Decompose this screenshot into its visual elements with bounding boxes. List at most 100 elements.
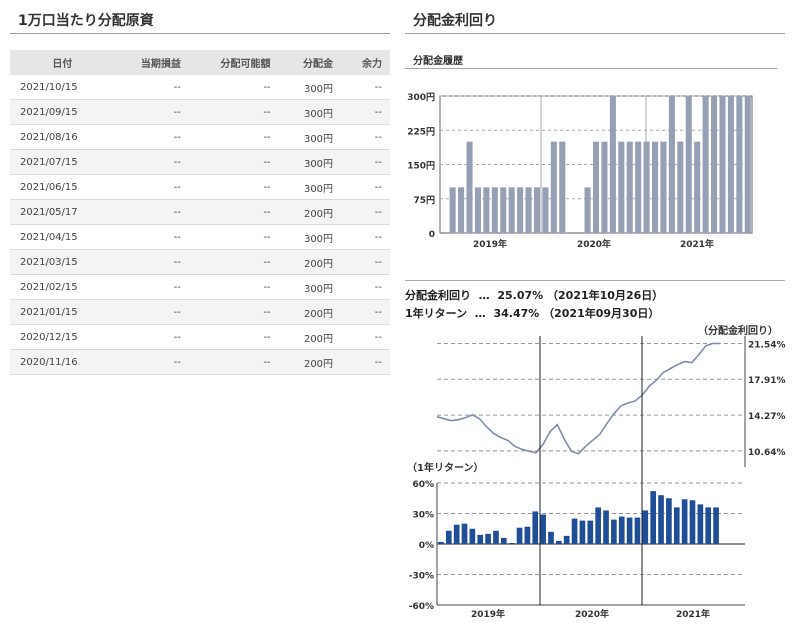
distribution-bar	[483, 187, 490, 233]
y-tick-label: 21.54%	[748, 340, 786, 350]
cell-date: 2021/02/15	[10, 274, 113, 300]
distribution-bar	[744, 96, 751, 233]
return-summary-sep: …	[474, 307, 486, 320]
return-bar	[469, 528, 476, 544]
cell-distributable: --	[188, 199, 279, 225]
cell-distribution: 200円	[278, 249, 342, 275]
cell-reserve: --	[341, 249, 390, 275]
return-bar	[658, 495, 664, 544]
distribution-bar	[584, 187, 591, 233]
distribution-bar	[668, 96, 675, 233]
cell-distributable: --	[188, 249, 279, 275]
distribution-bar	[550, 141, 557, 233]
distribution-bar	[508, 187, 515, 233]
y-tick-label: 0%	[419, 541, 434, 551]
cell-date: 2021/01/15	[10, 299, 113, 325]
column-header-profit: 当期損益	[112, 50, 189, 75]
return-summary-line: 1年リターン … 34.47% （2021年09月30日）	[405, 305, 659, 321]
cell-reserve: --	[341, 324, 390, 350]
history-rule	[405, 68, 777, 69]
return-bar	[461, 523, 468, 544]
column-header-reserve: 余力	[341, 50, 390, 75]
return-bar	[516, 527, 523, 544]
return-summary-date: （2021年09月30日）	[543, 307, 660, 320]
y-tick-label: -30%	[409, 572, 434, 582]
cell-profit: --	[112, 324, 189, 350]
distribution-bar	[736, 96, 743, 233]
distribution-bar	[635, 141, 642, 233]
cell-date: 2021/04/15	[10, 224, 113, 250]
y-tick-label: 17.91%	[748, 376, 786, 386]
distribution-bar	[449, 187, 456, 233]
distribution-bar	[474, 187, 481, 233]
cell-distributable: --	[188, 224, 279, 250]
return-bar	[540, 514, 546, 544]
y-tick-label: 14.27%	[748, 412, 786, 422]
y-tick-label: 30%	[412, 511, 434, 521]
cell-distribution: 300円	[278, 124, 342, 150]
distribution-bar	[441, 232, 448, 233]
y-tick-label: -60%	[409, 602, 434, 612]
y-tick-label: 10.64%	[748, 448, 786, 458]
cell-distributable: --	[188, 324, 279, 350]
cell-profit: --	[112, 199, 189, 225]
cell-date: 2021/10/15	[10, 75, 113, 100]
return-bar	[477, 534, 484, 544]
table-row: 2021/06/15 -- -- 300円 --	[10, 174, 390, 200]
return-summary-value: 34.47%	[493, 307, 540, 320]
column-header-distribution: 分配金	[278, 50, 342, 75]
return-bar	[618, 516, 625, 544]
column-header-distributable: 分配可能額	[188, 50, 279, 75]
cell-reserve: --	[341, 124, 390, 150]
distribution-bar	[618, 141, 625, 233]
cell-date: 2021/07/15	[10, 149, 113, 175]
return-bar	[673, 507, 680, 544]
return-bar	[493, 530, 499, 544]
distribution-bar	[694, 141, 701, 233]
table-row: 2021/08/16 -- -- 300円 --	[10, 124, 390, 150]
distribution-bar	[576, 232, 583, 233]
return-bar	[611, 519, 617, 544]
distribution-bar	[458, 187, 465, 233]
yield-summary-sep: …	[478, 289, 490, 302]
y-tick-label: 60%	[412, 480, 434, 490]
cell-date: 2021/08/16	[10, 124, 113, 150]
distribution-bar	[500, 187, 507, 233]
cell-reserve: --	[341, 224, 390, 250]
cell-profit: --	[112, 249, 189, 275]
yield-summary-line: 分配金利回り … 25.07% （2021年10月26日）	[405, 287, 663, 303]
cell-distributable: --	[188, 299, 279, 325]
cell-date: 2021/06/15	[10, 174, 113, 200]
cell-distribution: 300円	[278, 174, 342, 200]
distribution-bar	[685, 96, 692, 233]
cell-distributable: --	[188, 149, 279, 175]
table-row: 2021/09/15 -- -- 300円 --	[10, 99, 390, 125]
distribution-history-chart: 0 75円 150円 225円 300円 2019年 2020年 2021年	[407, 92, 753, 250]
return-bar	[438, 541, 444, 544]
return-bar	[508, 542, 515, 544]
cell-distributable: --	[188, 174, 279, 200]
cell-profit: --	[112, 274, 189, 300]
cell-distribution: 300円	[278, 149, 342, 175]
distribution-bar	[727, 96, 734, 233]
distribution-bar	[525, 187, 532, 233]
return-bar	[579, 520, 586, 544]
table-header-row: 日付 当期損益 分配可能額 分配金 余力	[10, 50, 390, 75]
cell-date: 2021/05/17	[10, 199, 113, 225]
cell-profit: --	[112, 99, 189, 125]
distribution-bar	[491, 187, 498, 233]
table-row: 2021/05/17 -- -- 200円 --	[10, 199, 390, 225]
distribution-table: 日付 当期損益 分配可能額 分配金 余力 2021/10/15 -- -- 300円 -…	[10, 50, 390, 375]
distribution-bar	[626, 141, 633, 233]
table-row: 2021/07/15 -- -- 300円 --	[10, 149, 390, 175]
cell-profit: --	[112, 124, 189, 150]
return-bar	[571, 518, 578, 544]
y-tick-label: 150円	[407, 161, 435, 172]
y-tick-label: 225円	[407, 126, 435, 137]
distribution-bar	[643, 141, 650, 233]
cell-distributable: --	[188, 124, 279, 150]
yield-summary-label: 分配金利回り	[405, 289, 471, 302]
return-bar	[666, 498, 672, 544]
return-bar	[642, 510, 649, 544]
cell-distribution: 200円	[278, 349, 342, 375]
